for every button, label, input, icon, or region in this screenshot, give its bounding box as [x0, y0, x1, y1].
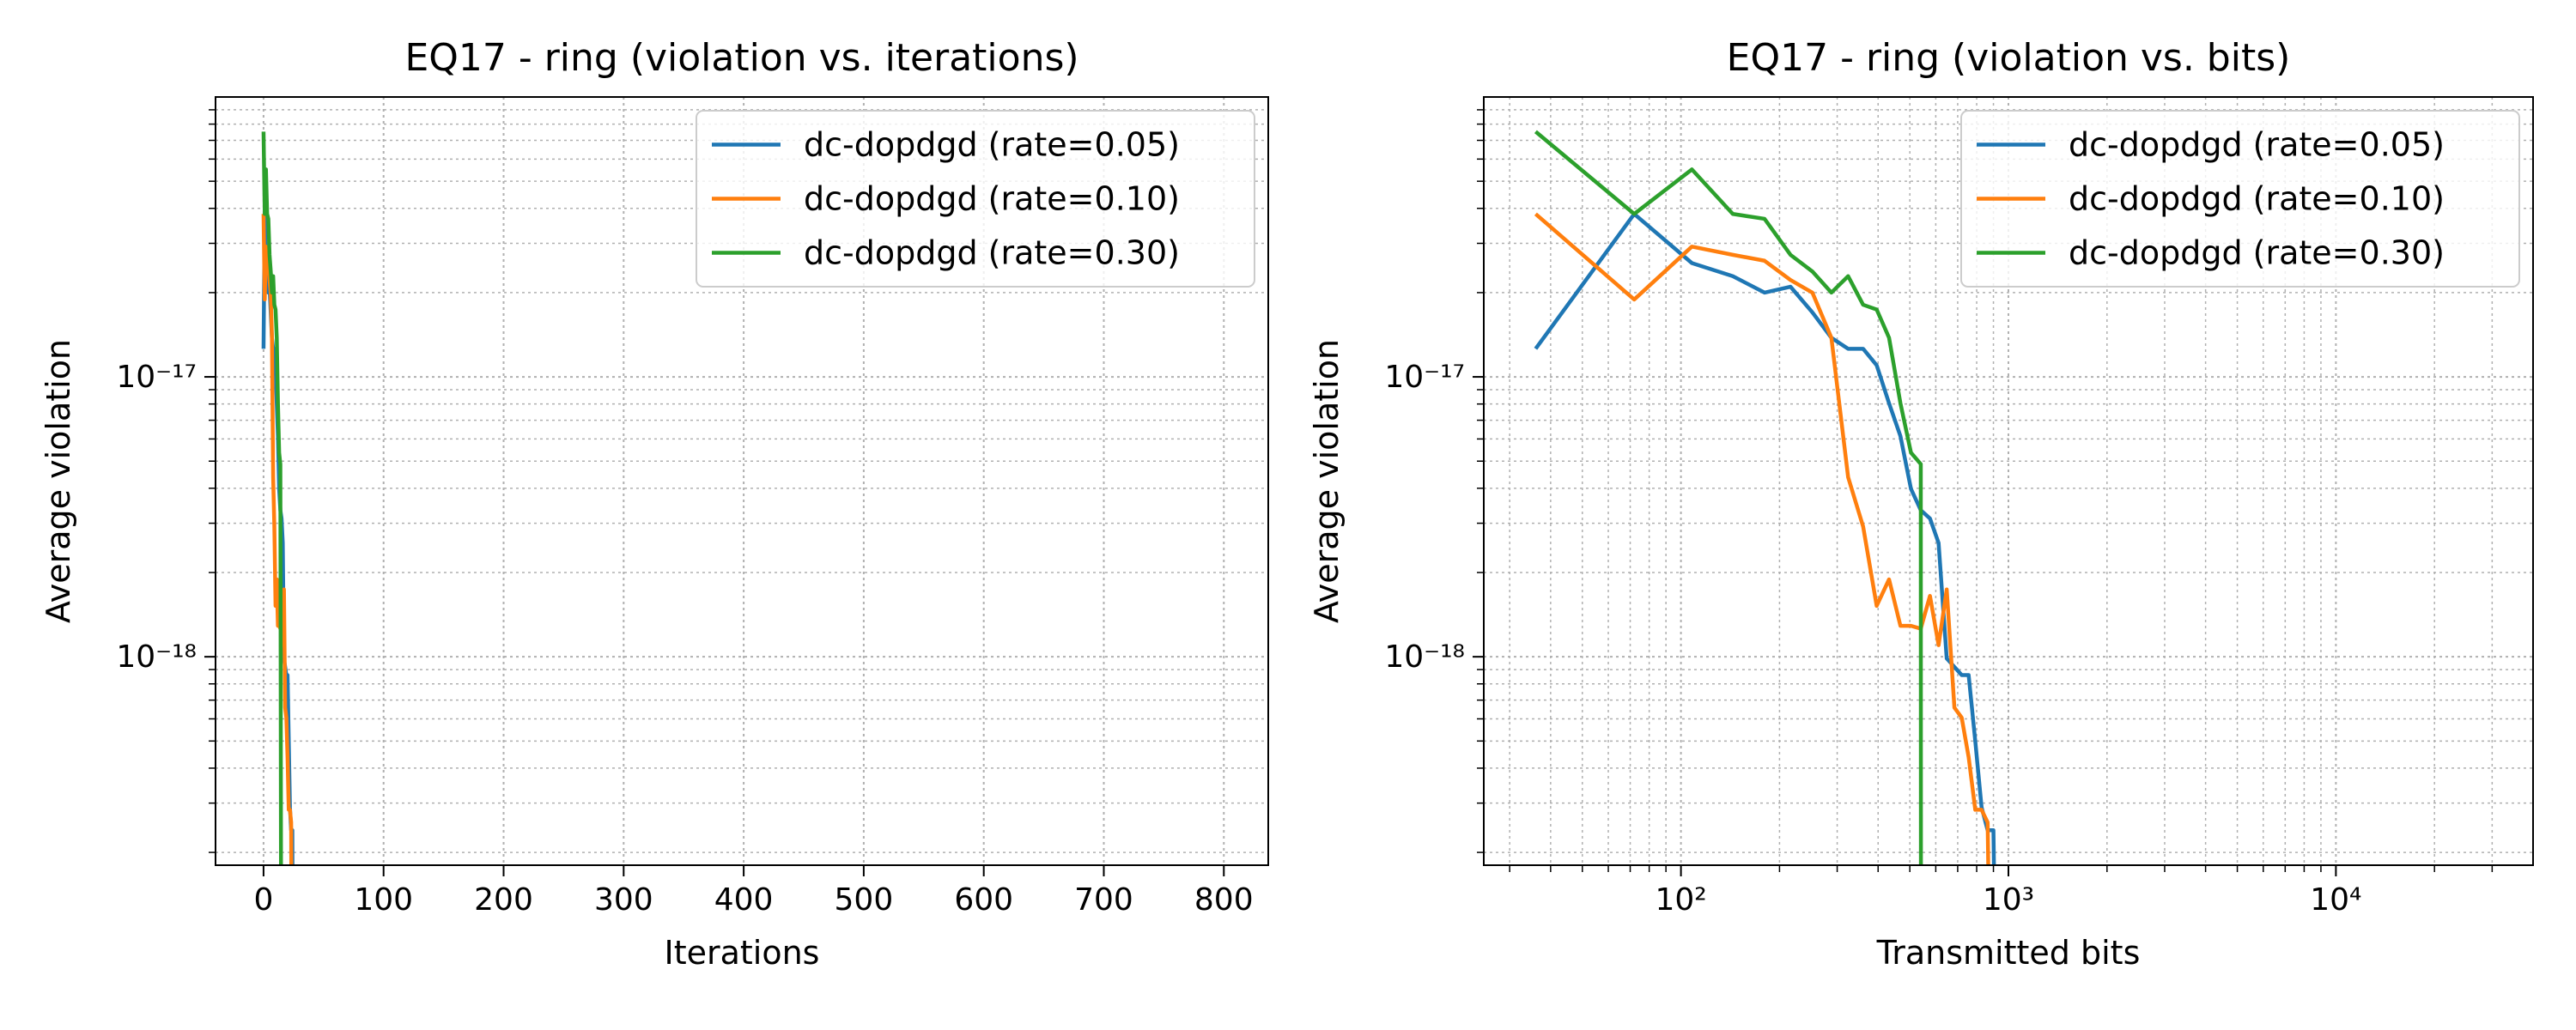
legend-label: dc-dopdgd (rate=0.10) [804, 180, 1180, 218]
chart: 10⁻¹⁸ 10⁻¹⁷ 10² 10³ 10⁴ EQ17 - ring (violatio… [1308, 36, 2534, 972]
x-tick-label: 0 [253, 882, 273, 918]
data-line [261, 131, 283, 865]
x-tick-label: 800 [1194, 882, 1254, 918]
data-line [1534, 212, 1990, 865]
data-line [1534, 212, 1996, 865]
x-axis-label: Transmitted bits [1876, 934, 2141, 972]
x-tick-label: 200 [474, 882, 533, 918]
legend-label: dc-dopdgd (rate=0.05) [2069, 126, 2445, 164]
data-line [1534, 130, 1923, 865]
y-axis-label: Average violation [1308, 339, 1346, 623]
y-tick-label: 10⁻¹⁸ [116, 639, 197, 675]
y-tick-label: 10⁻¹⁷ [1384, 360, 1465, 395]
axes-frame [215, 96, 1269, 866]
x-tick-label: 700 [1074, 882, 1133, 918]
x-tick-label: 400 [714, 882, 774, 918]
x-tick-label: 10³ [1983, 882, 2034, 918]
x-tick-label: 10² [1655, 882, 1706, 918]
y-tick-label: 10⁻¹⁷ [116, 360, 197, 395]
x-tick-label: 600 [954, 882, 1013, 918]
axes-frame [1483, 96, 2534, 866]
legend-label: dc-dopdgd (rate=0.30) [804, 234, 1180, 272]
chart: 10⁻¹⁸ 10⁻¹⁷ 0 100 200 300 400 500 600 700 800 EQ17 … [39, 36, 1269, 972]
x-axis-label: Iterations [665, 934, 820, 972]
legend-label: dc-dopdgd (rate=0.05) [804, 126, 1180, 164]
legend-label: dc-dopdgd (rate=0.10) [2069, 180, 2445, 218]
chart-title: EQ17 - ring (violation vs. iterations) [404, 36, 1078, 80]
x-tick-label: 300 [594, 882, 653, 918]
x-tick-label: 100 [354, 882, 413, 918]
legend-label: dc-dopdgd (rate=0.30) [2069, 234, 2445, 272]
y-tick-label: 10⁻¹⁸ [1384, 639, 1465, 675]
x-tick-label: 10⁴ [2310, 882, 2361, 918]
legend-box [1960, 110, 2520, 288]
x-tick-label: 500 [835, 882, 894, 918]
chart-title: EQ17 - ring (violation vs. bits) [1727, 36, 2291, 80]
y-axis-label: Average violation [39, 339, 77, 623]
legend-box [696, 110, 1255, 288]
